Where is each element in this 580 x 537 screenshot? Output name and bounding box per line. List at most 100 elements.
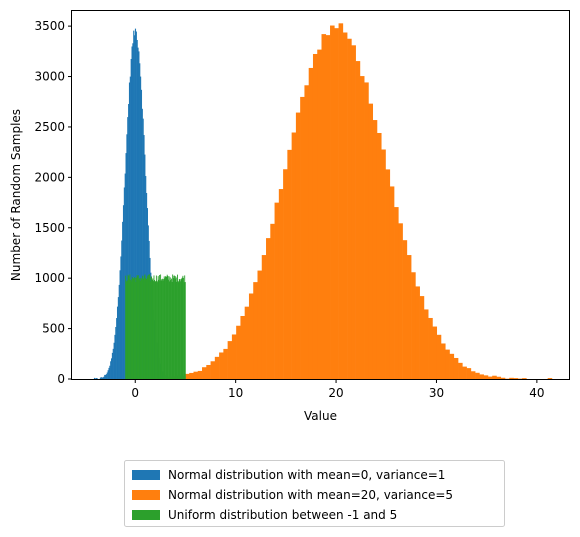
bar — [189, 372, 194, 379]
bar — [130, 58, 132, 379]
bar — [181, 277, 183, 379]
bar — [177, 280, 179, 379]
bar — [167, 279, 169, 379]
bar — [153, 275, 155, 379]
legend-label: Normal distribution with mean=20, varian… — [168, 488, 453, 502]
bar — [184, 275, 186, 379]
bar — [240, 315, 245, 379]
bar — [266, 238, 271, 379]
bar — [104, 374, 106, 379]
bar — [152, 278, 154, 379]
bar — [513, 378, 519, 379]
bar — [389, 186, 395, 379]
bar — [411, 272, 416, 379]
bar — [184, 373, 190, 379]
bar — [154, 281, 156, 379]
bar — [406, 255, 412, 379]
bar — [142, 275, 143, 379]
bar — [123, 187, 125, 379]
y-tick-label: 1500 — [34, 221, 65, 235]
bar — [312, 53, 318, 380]
bar — [432, 326, 438, 379]
bar — [136, 277, 137, 379]
bar — [210, 361, 216, 379]
bar — [291, 132, 297, 379]
bar — [136, 39, 138, 379]
bar — [394, 207, 399, 379]
bar — [166, 276, 168, 379]
bar — [128, 275, 130, 379]
bar — [129, 76, 131, 380]
legend-swatch — [132, 510, 160, 520]
bar — [178, 279, 180, 379]
bar — [164, 278, 166, 379]
bar — [145, 278, 146, 379]
bar — [223, 348, 228, 379]
bar — [522, 378, 527, 379]
bar — [202, 367, 207, 379]
bar — [134, 277, 136, 379]
bar — [139, 278, 140, 379]
plot-frame — [71, 10, 570, 380]
bar — [148, 274, 150, 379]
bar — [173, 275, 175, 379]
y-axis: 0 500 1000 1500 2000 2500 3000 3500 — [34, 19, 72, 386]
bar — [160, 274, 162, 379]
bar — [492, 375, 497, 379]
bar — [158, 274, 160, 379]
bar — [183, 282, 185, 379]
bar — [131, 46, 133, 380]
bar — [172, 274, 174, 379]
bar — [317, 49, 322, 380]
series-2 — [138, 23, 553, 380]
x-tick-label: 40 — [529, 386, 544, 400]
bar — [143, 278, 145, 379]
bar — [351, 45, 356, 380]
y-tick-label: 3500 — [34, 19, 65, 33]
bar — [171, 281, 173, 379]
bar — [100, 377, 102, 379]
bar — [359, 76, 365, 379]
bar — [140, 89, 143, 379]
legend: Normal distribution with mean=0, varianc… — [124, 460, 505, 527]
bar — [93, 377, 96, 379]
bar — [144, 274, 146, 379]
bar — [143, 275, 145, 379]
bar — [169, 277, 171, 379]
bar — [143, 135, 145, 379]
bar — [180, 279, 182, 379]
bar — [219, 352, 224, 379]
bar — [141, 108, 143, 379]
y-tick-label: 3000 — [34, 70, 65, 84]
y-axis-label: Number of Random Samples — [9, 109, 23, 281]
bar — [152, 281, 154, 379]
bar — [372, 120, 378, 380]
bar — [101, 377, 103, 379]
bar — [500, 377, 506, 379]
bar — [509, 377, 514, 379]
bar — [114, 334, 116, 379]
bar — [436, 334, 442, 379]
bar — [479, 374, 484, 379]
bar — [183, 277, 184, 379]
bar — [287, 149, 292, 379]
bar — [137, 47, 139, 380]
bar — [111, 352, 114, 379]
x-axis-label: Value — [304, 409, 337, 423]
legend-box — [124, 460, 505, 527]
bar — [133, 278, 135, 379]
bar — [133, 30, 135, 379]
bar — [127, 280, 128, 379]
bar — [175, 277, 177, 379]
bar — [300, 96, 305, 380]
bar — [174, 275, 175, 379]
bar — [130, 281, 132, 379]
bar — [402, 240, 408, 379]
bar — [487, 376, 493, 379]
bar — [134, 28, 137, 379]
bar — [160, 279, 162, 379]
bar — [278, 189, 284, 379]
bar — [102, 377, 104, 379]
x-axis: 0 10 20 30 40 — [131, 379, 545, 400]
bar — [398, 223, 403, 379]
